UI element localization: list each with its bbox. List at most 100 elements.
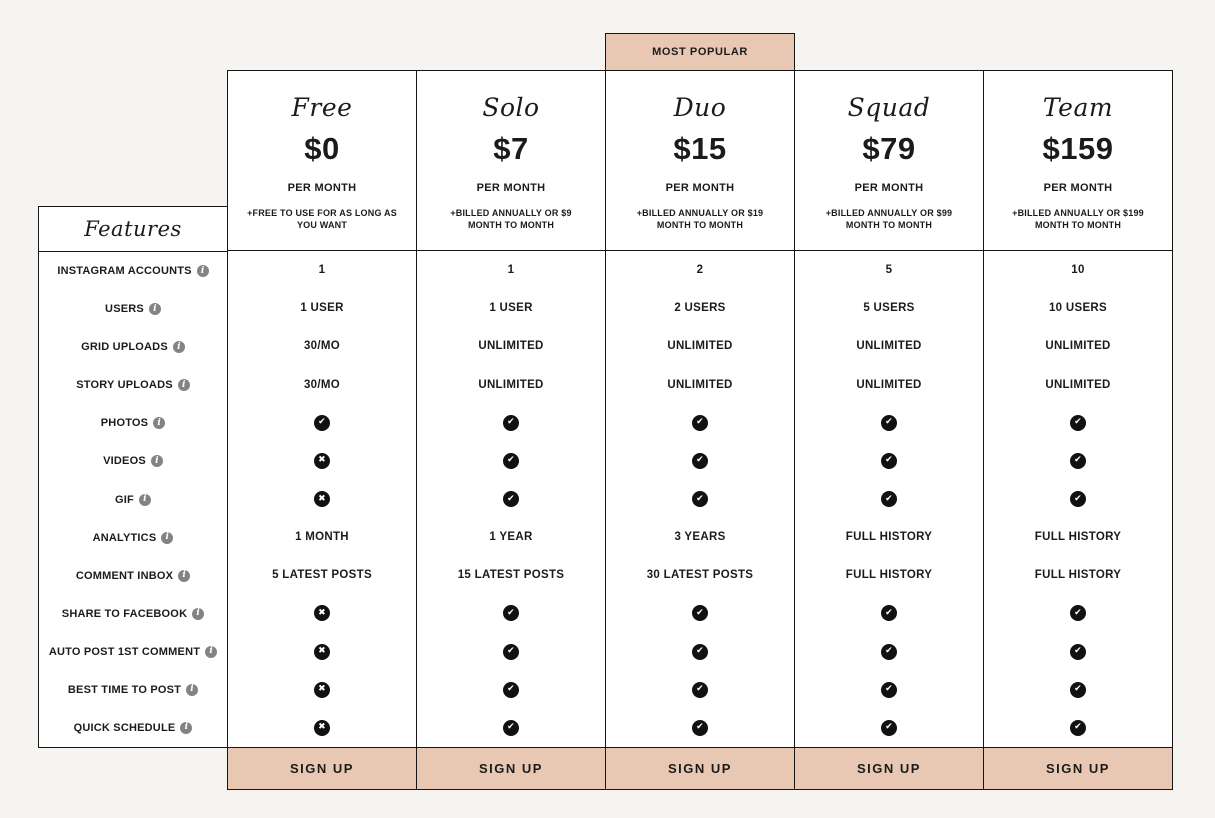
plan-price: $79 bbox=[862, 131, 916, 166]
info-icon[interactable]: i bbox=[180, 721, 193, 734]
check-icon: ✔ bbox=[503, 681, 519, 698]
plan-header: Duo $15 PER MONTH +BILLED ANNUALLY OR $19 MO… bbox=[606, 71, 794, 251]
plan-name: Duo bbox=[673, 93, 727, 122]
feature-value-cell: FULL HISTORY bbox=[795, 556, 983, 594]
check-icon: ✔ bbox=[881, 491, 897, 508]
feature-value: 10 bbox=[1071, 264, 1085, 277]
feature-value-cell: 1 YEAR bbox=[417, 518, 605, 556]
info-icon[interactable]: i bbox=[161, 531, 174, 544]
most-popular-badge: MOST POPULAR bbox=[605, 33, 795, 71]
feature-value-cell: ✔ bbox=[417, 404, 605, 442]
check-icon: ✔ bbox=[503, 605, 519, 622]
info-icon[interactable]: i bbox=[148, 303, 161, 316]
plan-header: Solo $7 PER MONTH +BILLED ANNUALLY OR $9 MON… bbox=[417, 71, 605, 251]
cross-icon: ✖ bbox=[314, 605, 330, 622]
feature-row: ANALYTICS i bbox=[39, 519, 227, 557]
feature-label: PHOTOS bbox=[100, 417, 149, 430]
info-icon[interactable]: i bbox=[192, 607, 205, 620]
plan-billing-note-line2: MONTH TO MONTH bbox=[656, 220, 744, 230]
plan-column-squad: Squad $79 PER MONTH +BILLED ANNUALLY OR $99… bbox=[794, 70, 984, 790]
plan-header: Free $0 PER MONTH +FREE TO USE FOR AS LONG … bbox=[228, 71, 416, 251]
info-icon[interactable]: i bbox=[172, 341, 185, 354]
plan-billing-note-line1: +BILLED ANNUALLY OR $19 bbox=[636, 208, 764, 218]
feature-value: 15 LATEST POSTS bbox=[457, 569, 565, 582]
feature-value: 1 bbox=[318, 264, 326, 277]
check-icon: ✔ bbox=[881, 719, 897, 736]
feature-label: BEST TIME TO POST bbox=[67, 683, 182, 696]
feature-row: PHOTOS i bbox=[39, 404, 227, 442]
feature-value: 1 USER bbox=[300, 302, 344, 315]
cross-icon: ✖ bbox=[314, 452, 330, 469]
info-icon[interactable]: i bbox=[186, 683, 199, 696]
feature-value-cell: UNLIMITED bbox=[606, 327, 794, 365]
feature-value-cell: UNLIMITED bbox=[417, 327, 605, 365]
feature-value-cell: ✖ bbox=[228, 594, 416, 632]
plan-name: Free bbox=[291, 93, 353, 122]
feature-value: 1 YEAR bbox=[489, 531, 533, 544]
plan-period-label: PER MONTH bbox=[854, 182, 924, 194]
check-icon: ✔ bbox=[692, 414, 708, 431]
info-icon[interactable]: i bbox=[178, 569, 191, 582]
plan-billing-note: +BILLED ANNUALLY OR $199 MONTH TO MONTH bbox=[1012, 207, 1144, 231]
info-icon[interactable]: i bbox=[196, 265, 209, 278]
plan-values: 5 5 USERS UNLIMITED UNLIMITED ✔ ✔ ✔ FULL HISTOR… bbox=[795, 251, 983, 747]
feature-value: 30/MO bbox=[303, 340, 340, 353]
feature-value: 3 YEARS bbox=[674, 531, 726, 544]
sign-up-button[interactable]: SIGN UP bbox=[606, 747, 794, 789]
feature-value: UNLIMITED bbox=[667, 378, 733, 391]
feature-row: USERS i bbox=[39, 290, 227, 328]
feature-value: 1 MONTH bbox=[295, 531, 349, 544]
info-icon[interactable]: i bbox=[177, 379, 190, 392]
plan-values: 1 1 USER UNLIMITED UNLIMITED ✔ ✔ ✔ 1 YEAR 15 LAT… bbox=[417, 251, 605, 747]
feature-row: STORY UPLOADS i bbox=[39, 366, 227, 404]
plan-period-label: PER MONTH bbox=[665, 182, 735, 194]
check-icon: ✔ bbox=[692, 719, 708, 736]
sign-up-button[interactable]: SIGN UP bbox=[417, 747, 605, 789]
feature-label: STORY UPLOADS bbox=[76, 379, 173, 392]
info-icon[interactable]: i bbox=[205, 645, 218, 658]
feature-label: ANALYTICS bbox=[92, 531, 157, 544]
feature-value-cell: ✔ bbox=[417, 442, 605, 480]
info-icon[interactable]: i bbox=[138, 493, 151, 506]
check-icon: ✔ bbox=[1070, 452, 1086, 469]
sign-up-button[interactable]: SIGN UP bbox=[795, 747, 983, 789]
feature-value-cell: UNLIMITED bbox=[984, 365, 1172, 403]
plan-billing-note-line2: MONTH TO MONTH bbox=[467, 220, 555, 230]
check-icon: ✔ bbox=[503, 719, 519, 736]
sign-up-button[interactable]: SIGN UP bbox=[984, 747, 1172, 789]
feature-value-cell: 1 USER bbox=[417, 289, 605, 327]
feature-value-cell: ✔ bbox=[795, 671, 983, 709]
check-icon: ✔ bbox=[1070, 719, 1086, 736]
feature-value: UNLIMITED bbox=[1045, 340, 1111, 353]
info-icon[interactable]: i bbox=[150, 455, 163, 468]
feature-value-cell: ✔ bbox=[795, 404, 983, 442]
feature-value-cell: ✔ bbox=[984, 442, 1172, 480]
plan-period-label: PER MONTH bbox=[287, 182, 357, 194]
feature-value-cell: ✖ bbox=[228, 671, 416, 709]
feature-value: UNLIMITED bbox=[667, 340, 733, 353]
check-icon: ✔ bbox=[692, 491, 708, 508]
feature-value-cell: 30 LATEST POSTS bbox=[606, 556, 794, 594]
feature-value-cell: 5 bbox=[795, 251, 983, 289]
feature-value-cell: 5 LATEST POSTS bbox=[228, 556, 416, 594]
plan-billing-note-line2: YOU WANT bbox=[296, 220, 348, 230]
check-icon: ✔ bbox=[881, 414, 897, 431]
feature-value-cell: ✔ bbox=[606, 633, 794, 671]
info-icon[interactable]: i bbox=[153, 417, 166, 430]
plan-column-solo: Solo $7 PER MONTH +BILLED ANNUALLY OR $9 MON… bbox=[416, 70, 606, 790]
plan-values: 2 2 USERS UNLIMITED UNLIMITED ✔ ✔ ✔ 3 YEARS 30 L… bbox=[606, 251, 794, 747]
cross-icon: ✖ bbox=[314, 681, 330, 698]
plan-billing-note: +BILLED ANNUALLY OR $9 MONTH TO MONTH bbox=[450, 207, 571, 231]
check-icon: ✔ bbox=[1070, 491, 1086, 508]
sign-up-button[interactable]: SIGN UP bbox=[228, 747, 416, 789]
check-icon: ✔ bbox=[692, 643, 708, 660]
check-icon: ✔ bbox=[881, 452, 897, 469]
feature-value-cell: UNLIMITED bbox=[795, 327, 983, 365]
feature-value-cell: 10 USERS bbox=[984, 289, 1172, 327]
plan-header: Squad $79 PER MONTH +BILLED ANNUALLY OR $99… bbox=[795, 71, 983, 251]
feature-value-cell: ✖ bbox=[228, 442, 416, 480]
feature-value: UNLIMITED bbox=[856, 340, 922, 353]
feature-label: GIF bbox=[115, 493, 134, 506]
feature-value-cell: ✔ bbox=[984, 480, 1172, 518]
feature-value: 30 LATEST POSTS bbox=[646, 569, 754, 582]
